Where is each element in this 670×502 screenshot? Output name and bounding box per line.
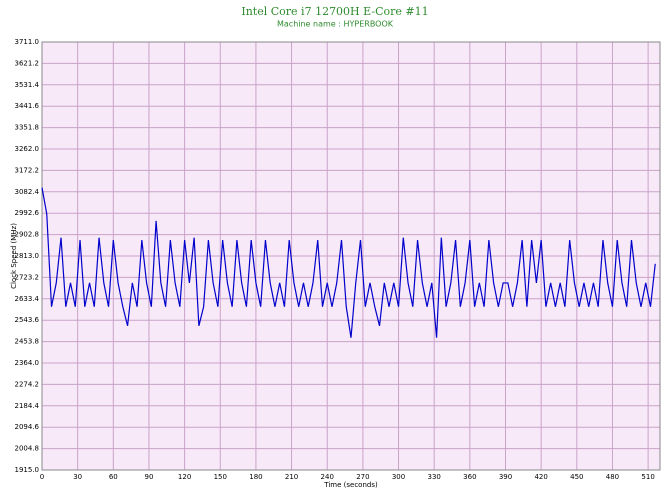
x-tick-label: 120 [178, 473, 191, 481]
x-tick-label: 240 [321, 473, 334, 481]
y-tick-label: 2274.2 [15, 380, 40, 388]
y-tick-label: 2813.0 [15, 252, 40, 260]
plot-border [41, 41, 661, 471]
y-tick-label: 3531.4 [15, 81, 40, 89]
y-tick-label: 2094.6 [15, 423, 40, 431]
x-tick-label: 180 [249, 473, 262, 481]
x-tick-label: 270 [356, 473, 369, 481]
x-tick-label: 150 [214, 473, 227, 481]
data-line [41, 187, 656, 338]
x-tick-label: 300 [392, 473, 405, 481]
y-tick-label: 2004.8 [15, 445, 40, 453]
y-tick-label: 2184.4 [15, 402, 40, 410]
y-tick-label: 3711.0 [15, 38, 40, 46]
y-tick-label: 3621.2 [15, 59, 40, 67]
y-tick-label: 3082.4 [15, 188, 40, 196]
x-tick-label: 450 [570, 473, 583, 481]
x-tick-label: 90 [145, 473, 154, 481]
y-tick-label: 3172.2 [15, 166, 40, 174]
y-tick-label: 2902.8 [15, 231, 40, 239]
y-axis-label: Clock Speed (MHz) [10, 223, 18, 289]
x-axis-label: Time (seconds) [323, 481, 378, 489]
y-tick-label: 3262.0 [15, 145, 40, 153]
y-tick-label: 2723.2 [15, 273, 40, 281]
x-tick-label: 60 [109, 473, 118, 481]
chart-subtitle: Machine name : HYPERBOOK [277, 20, 394, 29]
x-tick-label: 420 [534, 473, 547, 481]
x-tick-label: 360 [463, 473, 476, 481]
x-tick-label: 210 [285, 473, 298, 481]
y-tick-label: 3441.6 [15, 102, 40, 110]
x-tick-label: 390 [499, 473, 512, 481]
x-tick-label: 480 [606, 473, 619, 481]
chart-title: Intel Core i7 12700H E-Core #11 [241, 5, 428, 18]
x-tick-label: 30 [73, 473, 82, 481]
x-tick-label: 510 [641, 473, 654, 481]
x-tick-label: 0 [40, 473, 44, 481]
y-tick-label: 2992.6 [15, 209, 40, 217]
x-tick-label: 330 [428, 473, 441, 481]
y-tick-label: 2453.8 [15, 338, 40, 346]
y-tick-label: 2543.6 [15, 316, 40, 324]
y-tick-label: 1915.0 [15, 466, 40, 474]
y-tick-label: 3351.8 [15, 124, 40, 132]
y-tick-label: 2364.0 [15, 359, 40, 367]
y-tick-label: 2633.4 [15, 295, 40, 303]
